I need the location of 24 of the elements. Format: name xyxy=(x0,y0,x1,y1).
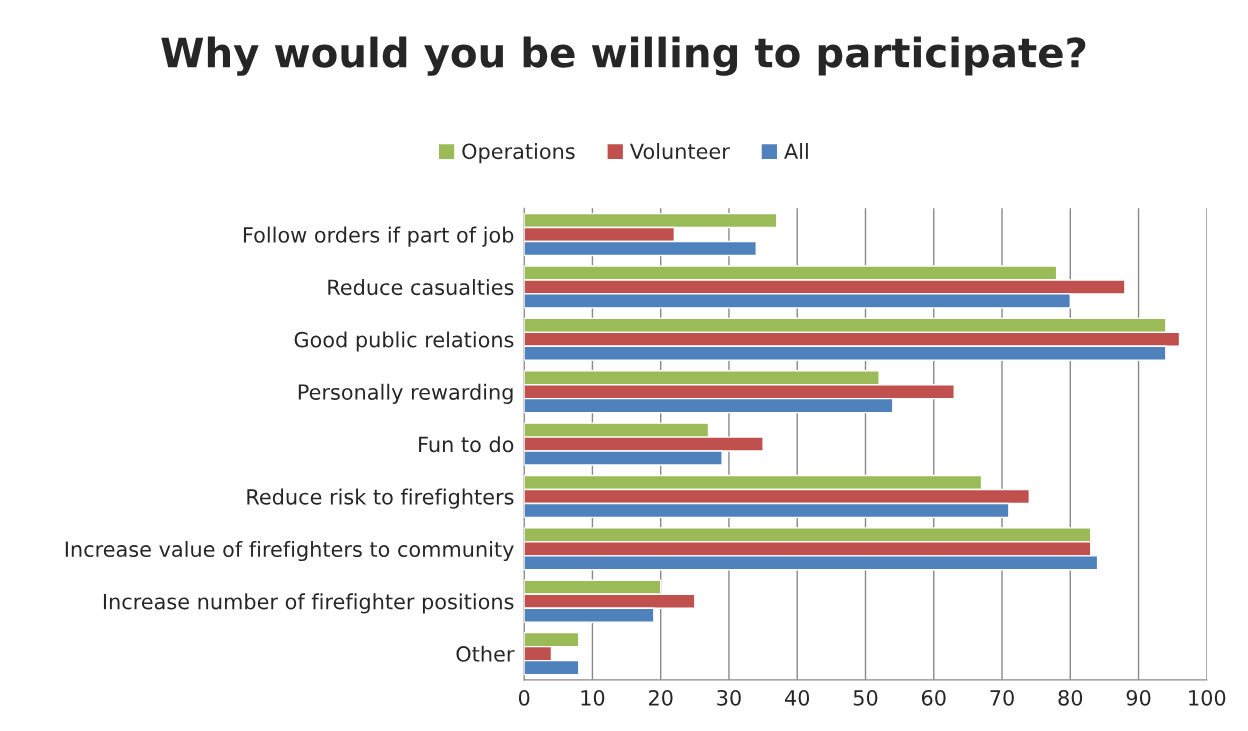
x-tick-label: 60 xyxy=(921,689,946,706)
x-tick-label: 10 xyxy=(581,689,605,706)
y-tick-label: Reduce casualties xyxy=(328,279,514,296)
x-tick-label: 50 xyxy=(853,689,878,706)
x-tick-label: 70 xyxy=(990,689,1014,706)
x-tick-label: 100 xyxy=(1189,689,1226,706)
y-tick-label: Increase value of firefighters to community xyxy=(65,540,514,562)
y-tick-label: Follow orders if part of job xyxy=(243,226,514,247)
legend-label: All xyxy=(784,143,808,159)
x-tick-label: 90 xyxy=(1126,689,1151,706)
legend-label: Operations xyxy=(462,143,575,164)
x-tick-label: 0 xyxy=(518,689,530,706)
x-tick-label: 30 xyxy=(717,689,741,706)
y-tick-label: Increase number of firefighter positions xyxy=(103,593,514,614)
chart-title: Why would you be willing to participate? xyxy=(161,36,1086,76)
y-tick-label: Personally rewarding xyxy=(298,383,513,404)
x-tick-label: 20 xyxy=(648,689,673,706)
x-tick-label: 40 xyxy=(784,689,810,706)
y-tick-label: Reduce risk to firefighters xyxy=(247,488,514,509)
y-tick-label: Good public relations xyxy=(294,331,514,352)
legend-label: Volunteer xyxy=(630,143,730,160)
y-tick-label: Fun to do xyxy=(419,436,514,453)
y-tick-label: Other xyxy=(456,645,515,662)
x-tick-label: 80 xyxy=(1058,689,1083,706)
